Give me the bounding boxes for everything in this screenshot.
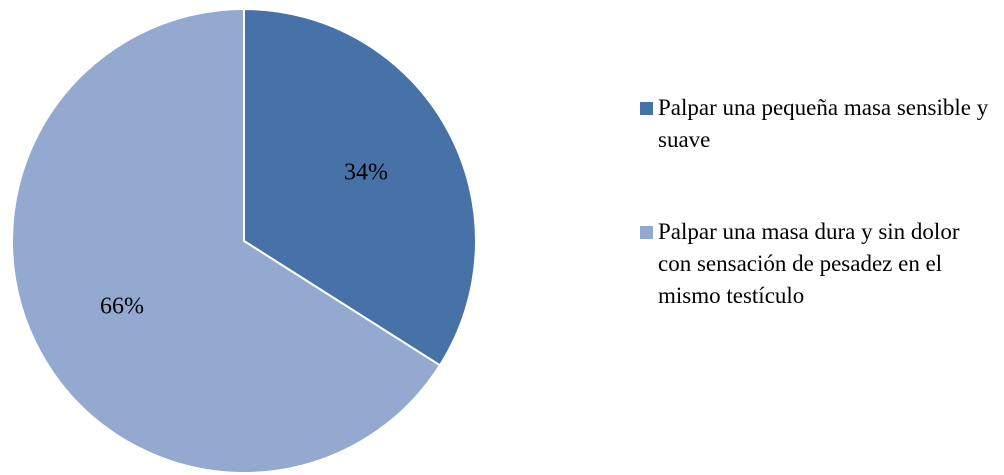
legend: Palpar una pequeña masa sensible y suave… <box>640 92 1000 312</box>
legend-item: Palpar una pequeña masa sensible y suave <box>640 92 1000 156</box>
data-label: 66% <box>100 294 144 320</box>
data-label: 34% <box>344 159 388 185</box>
legend-label: Palpar una masa dura y sin dolor con sen… <box>658 219 960 308</box>
chart: 34% 66% <box>11 7 477 474</box>
legend-swatch <box>640 102 653 115</box>
legend-label: Palpar una pequeña masa sensible y suave <box>658 95 989 152</box>
legend-item: Palpar una masa dura y sin dolor con sen… <box>640 216 1000 312</box>
pie-slice <box>243 7 477 367</box>
legend-swatch <box>640 226 653 239</box>
pie-slice <box>11 7 442 474</box>
